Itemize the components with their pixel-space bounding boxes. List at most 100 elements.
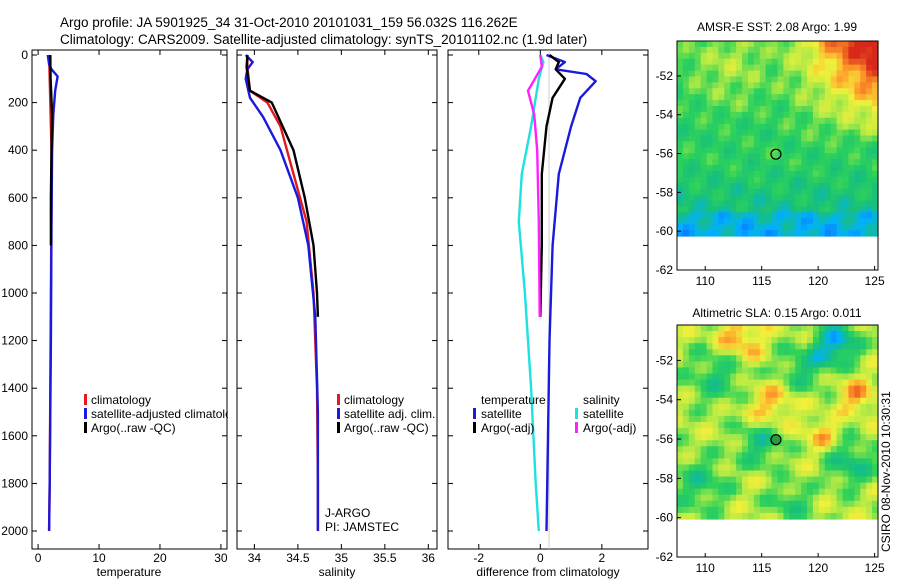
sst-cell (730, 123, 737, 131)
sla-cell (736, 409, 743, 417)
sst-cell (789, 94, 796, 101)
sla-cell (812, 331, 820, 338)
sla-cell (677, 385, 684, 393)
sst-cell (718, 117, 725, 125)
sst-cell (682, 200, 690, 208)
sst-cell (860, 206, 867, 213)
sst-cell (765, 188, 773, 196)
sst-cell (824, 135, 832, 143)
sst-cell (836, 224, 844, 231)
sla-cell (730, 494, 737, 502)
sst-cell (848, 147, 855, 154)
sla-cell (783, 409, 790, 417)
sla-cell (747, 343, 755, 350)
sla-cell (706, 422, 714, 429)
sst-cell (682, 129, 690, 137)
sst-cell (842, 46, 850, 54)
sst-cell (812, 117, 820, 125)
sla-cell (783, 440, 790, 447)
sla-cell (848, 367, 855, 375)
sst-cell (795, 165, 802, 172)
sla-cell (753, 512, 761, 520)
sla-cell (759, 506, 767, 514)
sla-cell (753, 500, 761, 508)
sst-cell (753, 117, 761, 125)
sst-cell (854, 165, 861, 172)
sla-cell (771, 397, 779, 405)
sst-cell (700, 94, 708, 101)
sla-cell (712, 391, 719, 399)
sla-cell (736, 482, 743, 490)
sla-cell (712, 452, 719, 459)
sst-cell (818, 41, 826, 48)
sst-cell (807, 94, 814, 101)
sla-cell (736, 373, 743, 381)
sst-cell (718, 171, 725, 178)
sst-cell (771, 111, 779, 119)
sla-cell (824, 494, 832, 502)
sla-cell (789, 325, 796, 332)
sst-cell (818, 200, 826, 208)
sst-cell (866, 224, 873, 231)
sst-cell (777, 135, 785, 143)
sst-cell (830, 41, 838, 48)
sla-cell (818, 343, 826, 350)
sla-cell (812, 488, 820, 496)
sla-cell (718, 434, 725, 441)
sla-cell (742, 470, 749, 478)
sla-cell (765, 446, 773, 453)
sla-cell (842, 385, 850, 393)
sla-cell (830, 415, 838, 423)
sla-cell (801, 415, 808, 423)
sla-cell (742, 325, 749, 332)
map-y-tick-label: -52 (656, 69, 674, 83)
sla-cell (848, 470, 855, 478)
sla-cell (682, 343, 690, 350)
sst-cell (759, 200, 767, 208)
sla-cell (724, 506, 731, 514)
sst-cell (771, 159, 779, 166)
sst-cell (753, 94, 761, 101)
sla-cell (789, 343, 796, 350)
sla-cell (807, 440, 814, 447)
sla-cell (706, 446, 714, 453)
sla-cell (807, 343, 814, 350)
legend-swatch-temp-satellite (473, 408, 476, 419)
sla-cell (765, 355, 773, 362)
sla-cell (818, 403, 826, 411)
sla-cell (747, 488, 755, 496)
sst-cell (747, 58, 755, 66)
sst-cell (677, 117, 684, 125)
sla-cell (860, 434, 867, 441)
temperature-legend: climatology satellite-adjusted climatolo… (84, 393, 232, 435)
sla-cell (700, 500, 708, 508)
sst-cell (789, 153, 796, 160)
sla-cell (706, 343, 714, 350)
sst-cell (836, 106, 844, 113)
sla-cell (789, 452, 796, 459)
sla-cell (747, 367, 755, 375)
sst-cell (736, 100, 743, 107)
sst-cell (848, 182, 855, 190)
sst-cell (736, 52, 743, 60)
sst-cell (742, 171, 749, 178)
sst-cell (866, 82, 873, 89)
sst-cell (783, 171, 790, 178)
sst-cell (724, 117, 731, 125)
sla-cell (801, 512, 808, 520)
sla-cell (682, 325, 690, 332)
sla-cell (818, 488, 826, 496)
sla-cell (771, 415, 779, 423)
sst-cell (747, 159, 755, 166)
sst-cell (677, 88, 684, 95)
sst-cell (795, 106, 802, 113)
sla-cell (818, 337, 826, 344)
sst-cell (742, 52, 749, 60)
sla-cell (777, 488, 785, 496)
sla-cell (759, 337, 767, 344)
sla-cell (848, 397, 855, 405)
sla-cell (682, 476, 690, 484)
sst-cell (807, 123, 814, 131)
sst-cell (807, 111, 814, 119)
sst-cell (872, 159, 879, 166)
